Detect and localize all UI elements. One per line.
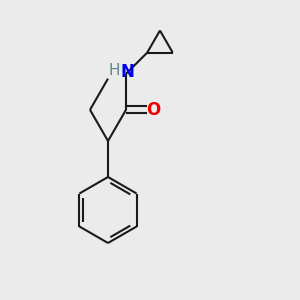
Text: N: N [121,63,134,81]
Text: O: O [146,101,161,119]
Text: H: H [109,63,120,78]
